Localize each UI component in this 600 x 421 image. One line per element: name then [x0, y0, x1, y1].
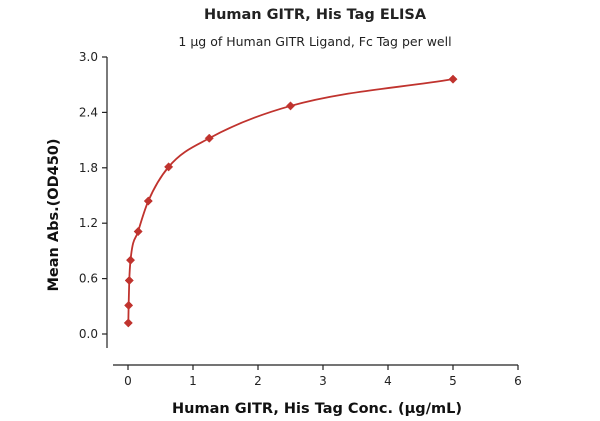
fit-curve-layer — [127, 78, 454, 323]
x-tick-label: 5 — [449, 374, 457, 388]
y-tick-label: 2.4 — [79, 105, 98, 119]
y-tick-label: 1.2 — [79, 216, 98, 230]
data-point-diamond — [448, 74, 458, 84]
data-point-diamond — [125, 255, 136, 265]
y-axis-label: Mean Abs.(OD450) — [46, 138, 62, 291]
axes: 0.0 0.6 1.2 1.8 2.4 3.0 0 1 2 3 4 5 6 — [79, 50, 522, 388]
x-tick-label: 1 — [189, 374, 197, 388]
data-points — [123, 74, 458, 328]
y-tick-label: 1.8 — [79, 161, 98, 175]
data-point-diamond — [204, 133, 214, 143]
data-point-diamond — [123, 318, 133, 328]
data-point-diamond — [124, 300, 134, 310]
y-tick-label: 0.6 — [79, 272, 98, 286]
y-tick-label: 3.0 — [79, 50, 98, 64]
chart-title: Human GITR, His Tag ELISA — [204, 7, 427, 23]
data-point-diamond — [143, 196, 153, 206]
y-tick-label: 0.0 — [79, 327, 98, 341]
chart-subtitle: 1 μg of Human GITR Ligand, Fc Tag per we… — [178, 34, 451, 49]
fit-curve — [127, 78, 454, 323]
data-point-diamond — [124, 275, 134, 286]
x-axis-label: Human GITR, His Tag Conc. (μg/mL) — [172, 401, 462, 417]
x-tick-label: 4 — [384, 374, 392, 388]
data-point-diamond — [285, 101, 296, 111]
data-point-diamond — [164, 162, 174, 172]
x-tick-label: 0 — [124, 374, 132, 388]
x-tick-label: 3 — [319, 374, 327, 388]
x-tick-label: 6 — [514, 374, 522, 388]
x-tick-label: 2 — [254, 374, 262, 388]
data-point-diamond — [133, 226, 143, 237]
